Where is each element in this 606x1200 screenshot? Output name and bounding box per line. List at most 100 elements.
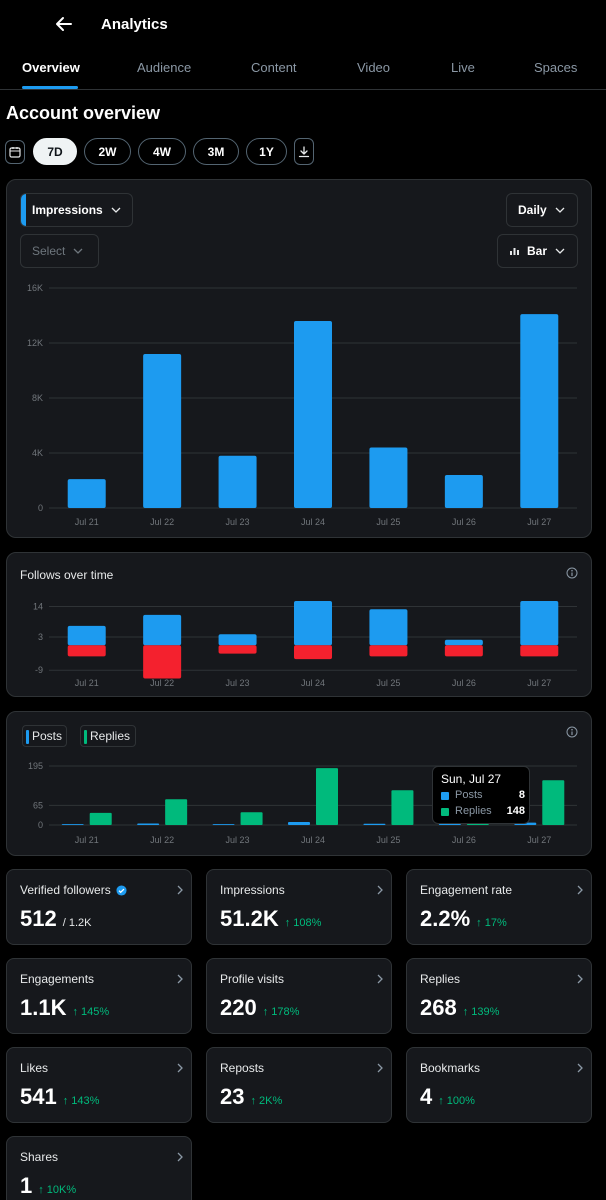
impressions-bar[interactable] <box>218 455 257 508</box>
metric-accent <box>21 194 26 226</box>
tooltip-posts-row: Posts 8 <box>441 789 525 803</box>
metric-label-text: Shares <box>20 1150 59 1164</box>
posts-bar[interactable] <box>288 821 310 825</box>
active-tab-indicator <box>22 86 78 89</box>
posts-chip[interactable]: Posts <box>22 725 67 747</box>
impressions-bar[interactable] <box>294 321 332 508</box>
metric-dropdown[interactable]: Impressions <box>20 193 133 227</box>
replies-bar[interactable] <box>89 812 112 825</box>
metric-label: Engagements <box>20 972 94 986</box>
metric-change: ↑ 143% <box>62 1095 100 1107</box>
unfollows-bar[interactable] <box>369 645 408 657</box>
replies-bar[interactable] <box>240 812 263 825</box>
metric-card-reposts[interactable]: Reposts 23 ↑ 2K% <box>206 1047 392 1123</box>
download-icon[interactable] <box>294 138 314 165</box>
calendar-icon[interactable] <box>5 140 25 164</box>
metric-card-engagement-rate[interactable]: Engagement rate 2.2% ↑ 17% <box>406 869 592 945</box>
metric-label: Profile visits <box>220 972 284 986</box>
chevron-right-icon <box>177 974 183 984</box>
posts-bar[interactable] <box>438 823 461 825</box>
chart-tooltip: Sun, Jul 27 Posts 8 Replies 148 <box>432 766 530 824</box>
x-tick-label: Jul 21 <box>75 678 99 688</box>
posts-bar[interactable] <box>61 824 84 825</box>
chart-type-dropdown[interactable]: Bar <box>497 234 578 268</box>
chevron-right-icon <box>377 885 383 895</box>
metric-label: Reposts <box>220 1061 264 1075</box>
unfollows-bar[interactable] <box>444 645 483 657</box>
tab-content[interactable]: Content <box>251 60 297 75</box>
chevron-right-icon <box>577 1063 583 1073</box>
follows-bar[interactable] <box>369 609 408 646</box>
compare-select[interactable]: Select <box>20 234 99 268</box>
range-4w-button[interactable]: 4W <box>138 138 186 165</box>
metric-card-impressions[interactable]: Impressions 51.2K ↑ 108% <box>206 869 392 945</box>
tab-live[interactable]: Live <box>451 60 475 75</box>
metric-value-row: 51.2K ↑ 108% <box>220 906 321 932</box>
unfollows-bar[interactable] <box>520 645 559 657</box>
metric-label-text: Likes <box>20 1061 49 1075</box>
replies-bar[interactable] <box>165 799 188 825</box>
metric-label: Shares <box>20 1150 58 1164</box>
impressions-chart: 0 4K 8K 12K 16K Jul 21 Jul 22 Jul 23 Jul 24 Jul 2… <box>27 283 577 527</box>
tab-spaces[interactable]: Spaces <box>534 60 578 75</box>
replies-bar[interactable] <box>316 768 338 825</box>
metric-card-verified-followers[interactable]: Verified followers 512 / 1.2K <box>6 869 192 945</box>
metric-card-shares[interactable]: Shares 1 ↑ 10K% <box>6 1136 192 1200</box>
range-1y-button[interactable]: 1Y <box>246 138 287 165</box>
metric-value-row: 4 ↑ 100% <box>420 1084 475 1110</box>
metric-card-replies[interactable]: Replies 268 ↑ 139% <box>406 958 592 1034</box>
follows-bar[interactable] <box>67 625 106 646</box>
replies-bar[interactable] <box>542 780 565 825</box>
posts-bar[interactable] <box>137 823 160 825</box>
chevron-down-icon <box>555 207 565 213</box>
posts-bar[interactable] <box>212 824 235 825</box>
metric-value: 4 <box>420 1084 433 1109</box>
unfollows-bar[interactable] <box>67 645 106 657</box>
range-7d-button[interactable]: 7D <box>33 138 77 165</box>
granularity-dropdown[interactable]: Daily <box>506 193 578 227</box>
x-tick-label: Jul 26 <box>452 517 476 527</box>
chart-type-label: Bar <box>527 244 548 258</box>
tab-audience[interactable]: Audience <box>137 60 192 75</box>
metric-label-text: Reposts <box>220 1061 265 1075</box>
chevron-right-icon <box>377 974 383 984</box>
metric-label: Bookmarks <box>420 1061 480 1075</box>
info-icon[interactable] <box>566 726 578 738</box>
metric-card-bookmarks[interactable]: Bookmarks 4 ↑ 100% <box>406 1047 592 1123</box>
chevron-down-icon <box>73 248 83 254</box>
metric-card-engagements[interactable]: Engagements 1.1K ↑ 145% <box>6 958 192 1034</box>
info-icon[interactable] <box>566 567 578 579</box>
unfollows-bar[interactable] <box>294 645 332 660</box>
metric-card-profile-visits[interactable]: Profile visits 220 ↑ 178% <box>206 958 392 1034</box>
metric-card-likes[interactable]: Likes 541 ↑ 143% <box>6 1047 192 1123</box>
replies-chip-swatch <box>84 730 87 744</box>
impressions-bar[interactable] <box>143 354 182 508</box>
y-tick-label: 4K <box>32 448 43 458</box>
y-tick-label: 8K <box>32 393 43 403</box>
metric-value: 268 <box>420 995 457 1020</box>
replies-bar[interactable] <box>391 790 414 825</box>
x-tick-label: Jul 23 <box>226 835 250 845</box>
replies-chip[interactable]: Replies <box>80 725 136 747</box>
follows-bar[interactable] <box>218 634 257 646</box>
follows-bar[interactable] <box>444 639 483 646</box>
metric-change: ↑ 2K% <box>250 1095 283 1107</box>
range-2w-button[interactable]: 2W <box>84 138 131 165</box>
x-tick-label: Jul 22 <box>150 517 174 527</box>
range-3m-button[interactable]: 3M <box>193 138 239 165</box>
unfollows-bar[interactable] <box>218 645 257 654</box>
follows-bar[interactable] <box>520 601 559 646</box>
impressions-bar[interactable] <box>67 479 106 508</box>
back-arrow-icon[interactable] <box>52 12 76 36</box>
impressions-bar[interactable] <box>444 475 483 508</box>
tab-video[interactable]: Video <box>357 60 391 75</box>
follows-bar[interactable] <box>143 614 182 646</box>
follows-bar[interactable] <box>294 601 332 646</box>
metric-change: ↑ 145% <box>72 1006 110 1018</box>
tooltip-replies-label: Replies <box>455 805 492 817</box>
impressions-bar[interactable] <box>369 447 408 509</box>
posts-bar[interactable] <box>363 823 386 825</box>
unfollows-bar[interactable] <box>143 645 182 679</box>
tab-overview[interactable]: Overview <box>22 60 80 75</box>
impressions-bar[interactable] <box>520 314 559 508</box>
